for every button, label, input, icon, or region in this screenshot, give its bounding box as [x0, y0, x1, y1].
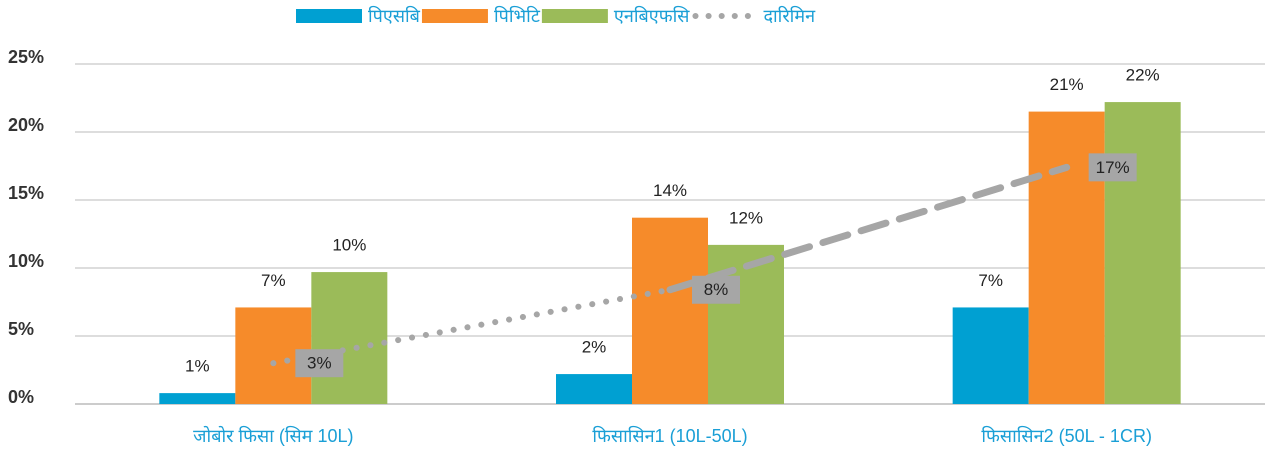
y-tick-label: 25%	[8, 47, 44, 67]
data-label: 14%	[653, 181, 687, 200]
line-segment	[270, 286, 673, 367]
data-label: 22%	[1126, 66, 1160, 85]
data-label: 7%	[261, 271, 286, 290]
y-tick-label: 5%	[8, 319, 34, 339]
legend-swatch	[421, 9, 488, 23]
bar	[632, 217, 708, 404]
data-label: 7%	[978, 271, 1003, 290]
y-tick-label: 10%	[8, 251, 44, 271]
legend-swatch	[296, 9, 362, 23]
y-tick-label: 15%	[8, 183, 44, 203]
data-label: 12%	[729, 208, 763, 227]
data-label: 3%	[307, 354, 332, 373]
y-tick-label: 20%	[8, 115, 44, 135]
x-tick-label: जोबोर फिसा (सिम 10L)	[193, 425, 353, 446]
bar	[952, 307, 1029, 404]
bar	[159, 393, 236, 404]
line-segment	[666, 163, 1071, 294]
x-tick-label: फिसासिन2 (50L - 1CR)	[981, 425, 1152, 446]
bar	[1104, 102, 1181, 404]
legend-label: पिभिटि	[494, 5, 541, 26]
data-label: 10%	[332, 236, 366, 255]
data-label: 2%	[582, 338, 607, 357]
bar	[556, 374, 632, 404]
legend-swatch	[541, 9, 608, 23]
legend-label: पिएसबि	[368, 5, 421, 26]
bar	[311, 272, 388, 404]
y-tick-label: 0%	[8, 387, 34, 407]
data-label-box	[295, 349, 344, 378]
data-label: 21%	[1050, 75, 1084, 94]
x-tick-label: फिसासिन1 (10L-50L)	[592, 425, 747, 446]
data-label-box	[692, 275, 740, 304]
legend-label: एनबिएफसि	[614, 5, 690, 26]
data-label-box	[1088, 153, 1137, 182]
data-label: 8%	[704, 280, 729, 299]
data-label: 1%	[185, 357, 210, 376]
legend-label: दारिमिन	[763, 5, 816, 26]
data-label: 17%	[1096, 158, 1130, 177]
